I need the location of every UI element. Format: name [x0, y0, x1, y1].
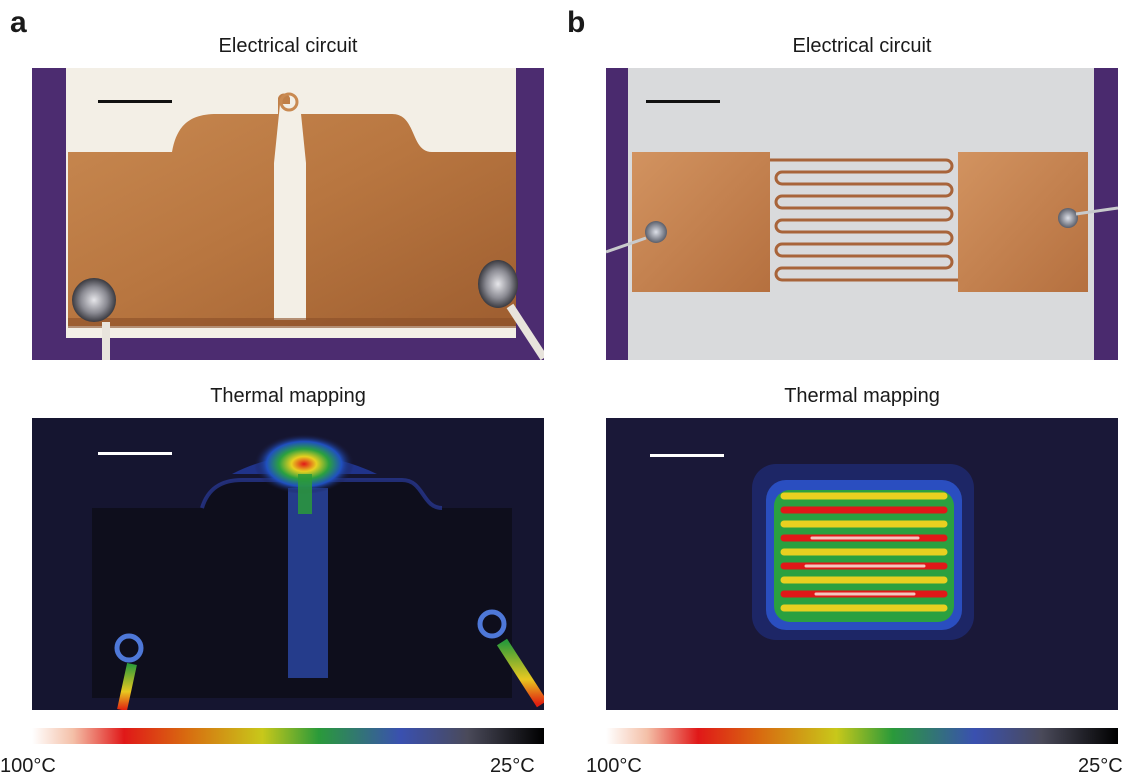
panel-b-circuit-title: Electrical circuit	[792, 35, 932, 57]
panel-a-circuit-title: Electrical circuit	[218, 35, 358, 57]
panel-b-colorbar-min-label: 25°C	[1078, 755, 1123, 777]
panel-letter-b: b	[567, 6, 586, 39]
panel-a-circuit-photo	[32, 68, 544, 360]
panel-a-colorbar-max-label: 100°C	[0, 755, 56, 777]
panel-a-colorbar	[32, 728, 544, 744]
panel-b-circuit-photo	[606, 68, 1118, 360]
panel-a-thermal-image	[32, 418, 544, 710]
panel-b-thermal-image	[606, 418, 1118, 710]
panel-b-thermal-title: Thermal mapping	[784, 385, 940, 407]
panel-b-colorbar-max-label: 100°C	[586, 755, 642, 777]
panel-b-colorbar	[606, 728, 1118, 744]
panel-a-colorbar-min-label: 25°C	[490, 755, 535, 777]
panel-a-thermal-title: Thermal mapping	[210, 385, 366, 407]
panel-letter-a: a	[10, 6, 27, 39]
